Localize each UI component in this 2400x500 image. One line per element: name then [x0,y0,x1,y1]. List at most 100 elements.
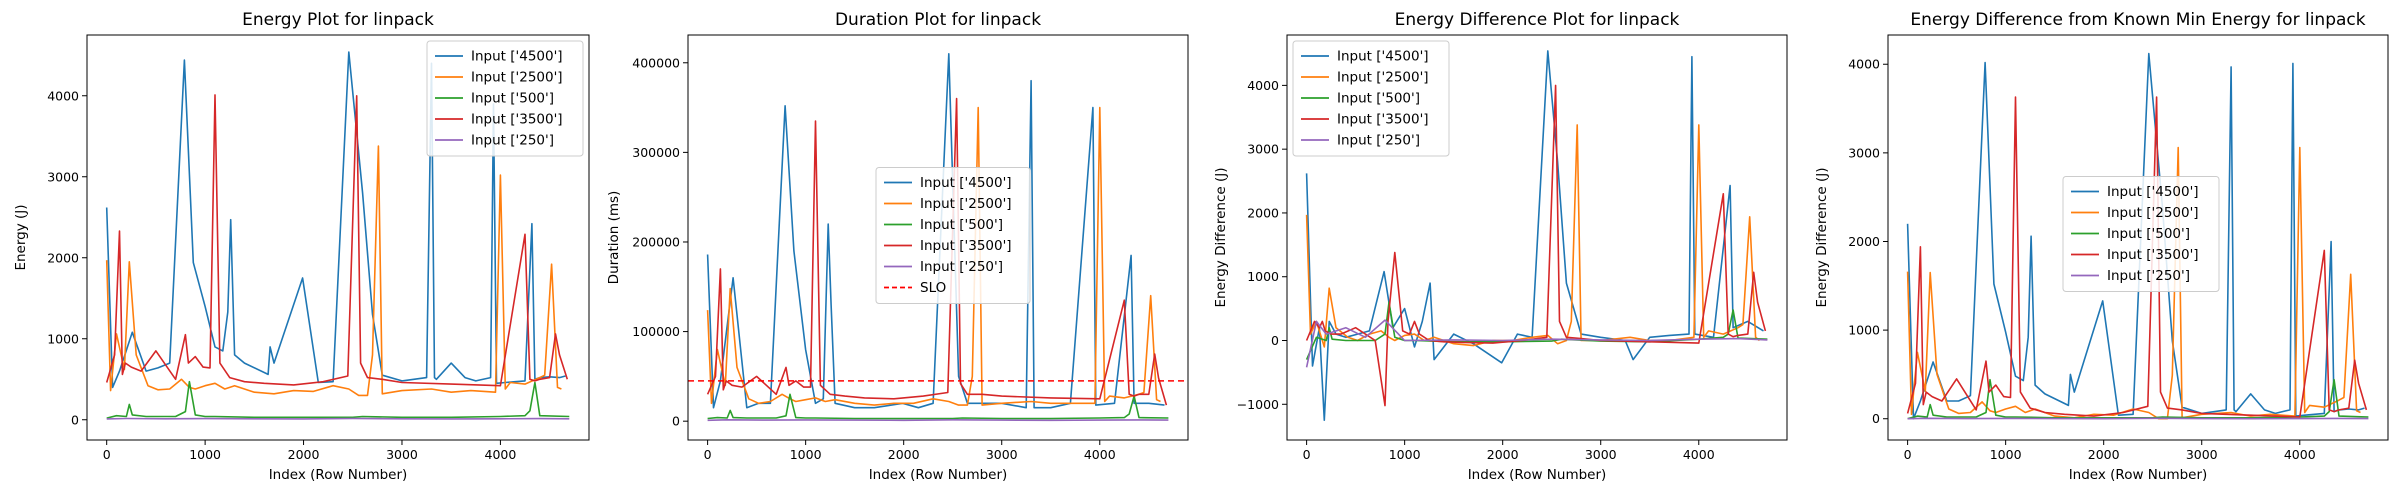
y-tick-label: 4000 [47,88,79,103]
chart-title: Energy Difference from Known Min Energy … [1910,10,2365,30]
x-tick-label: 0 [1904,447,1912,462]
x-tick-label: 0 [1303,447,1311,462]
series-line-4500 [706,52,1165,409]
plot-frame [687,34,1189,441]
subplots: 0 1000 2000 3000 4000 0 1000 2000 3000 4000 Energy… [13,10,2389,483]
y-tick-label: 300000 [632,145,680,160]
legend-label: Input ['250'] [1337,133,1420,149]
plot-frame [86,34,590,441]
legend-box [875,167,1031,304]
x-tick-label: 0 [103,447,111,462]
y-tick-label: 3000 [1247,142,1279,157]
legend-label: Input ['500'] [471,91,554,107]
y-tick-label: 0 [1271,333,1279,348]
x-axis-label: Index (Row Number) [2069,467,2208,483]
chart-title: Duration Plot for linpack [835,10,1041,30]
y-tick-label: 3000 [47,169,79,184]
legend-label: Input ['2500'] [920,196,1012,212]
series-line-2500 [105,145,562,397]
y-tick-label: 2000 [1247,205,1279,220]
x-tick-label: 2000 [288,447,320,462]
series-group [105,51,570,420]
series-line-3500 [706,97,1168,406]
x-tick-label: 3000 [986,447,1018,462]
subplot-2: 0 1000 2000 3000 4000 0 100000 200000 300000 4000… [606,10,1189,483]
series-group [688,52,1188,422]
chart-title: Energy Difference Plot for linpack [1395,10,1680,30]
y-tick-label: 2000 [1848,234,1880,249]
x-axis-label: Index (Row Number) [1468,467,1607,483]
series-group [1906,52,2369,420]
y-tick-label: 1000 [1247,269,1279,284]
y-tick-label: 0 [71,412,79,427]
legend-label: Input ['500'] [1337,91,1420,107]
series-line-3500 [1906,96,2368,418]
series-line-3500 [105,94,569,387]
legend-label: Input ['2500'] [2107,205,2199,221]
plot-frame [1286,34,1788,441]
legend-box [1292,40,1450,157]
y-tick-label: 2000 [47,250,79,265]
x-tick-label: 3000 [2186,447,2218,462]
subplot-4: 0 1000 2000 3000 4000 0 1000 2000 3000 4000 Energy… [1814,10,2389,483]
y-axis-label: Duration (ms) [606,191,622,285]
legend-label: Input ['3500'] [920,238,1012,254]
legend: Input ['4500'] Input ['2500'] Input ['500'… [426,40,584,157]
y-tick-label: 100000 [632,324,680,339]
legend-label: Input ['3500'] [2107,247,2199,263]
x-tick-label: 2000 [1487,447,1519,462]
legend-box [2062,176,2220,292]
x-axis-label: Index (Row Number) [869,467,1008,483]
legend: Input ['4500'] Input ['2500'] Input ['500'… [1292,40,1450,157]
y-axis-label: Energy (J) [13,204,29,270]
chart-title: Energy Plot for linpack [242,10,434,30]
y-tick-label: 4000 [1848,57,1880,72]
x-tick-label: 2000 [2088,447,2120,462]
x-tick-label: 1000 [1990,447,2022,462]
subplot-3: 0 1000 2000 3000 4000 −1000 0 1000 2000 3000 4000 E… [1213,10,1788,483]
x-tick-label: 1000 [1389,447,1421,462]
series-line-250 [707,418,1169,422]
legend-label: Input ['500'] [920,217,1003,233]
y-tick-label: 0 [672,414,680,429]
x-tick-label: 3000 [386,447,418,462]
legend-label: Input ['4500'] [920,175,1012,191]
subplot-1: 0 1000 2000 3000 4000 0 1000 2000 3000 4000 Energy… [13,10,590,483]
y-tick-label: −1000 [1237,397,1279,412]
x-tick-label: 4000 [485,447,517,462]
series-line-500 [1907,378,2369,420]
y-tick-label: 400000 [632,55,680,70]
series-line-2500 [1305,124,1761,348]
legend-box [426,40,584,157]
legend-label: SLO [920,280,946,296]
series-group [1305,50,1768,422]
x-tick-label: 4000 [2284,447,2316,462]
x-tick-label: 3000 [1585,447,1617,462]
legend-label: Input ['3500'] [1337,112,1429,128]
legend: Input ['4500'] Input ['2500'] Input ['500'… [875,167,1031,304]
series-line-500 [707,393,1169,420]
legend-label: Input ['2500'] [471,70,563,86]
plot-frame [1887,34,2389,441]
series-line-2500 [1906,146,2361,420]
y-axis-label: Energy Difference (J) [1814,168,1830,308]
x-tick-label: 1000 [790,447,822,462]
legend-label: Input ['500'] [2107,226,2190,242]
legend-label: Input ['250'] [471,133,554,149]
legend-label: Input ['250'] [2107,268,2190,284]
x-tick-label: 4000 [1084,447,1116,462]
y-tick-label: 200000 [632,234,680,249]
series-line-500 [106,380,570,419]
x-tick-label: 0 [704,447,712,462]
x-axis-label: Index (Row Number) [269,467,408,483]
legend-label: Input ['4500'] [471,49,563,65]
series-line-2500 [706,106,1161,406]
y-tick-label: 4000 [1247,78,1279,93]
y-tick-label: 0 [1872,411,1880,426]
series-line-3500 [1305,84,1767,407]
y-axis-label: Energy Difference (J) [1213,168,1229,308]
y-tick-label: 1000 [1848,323,1880,338]
x-tick-label: 4000 [1683,447,1715,462]
legend: Input ['4500'] Input ['2500'] Input ['500'… [2062,176,2220,292]
